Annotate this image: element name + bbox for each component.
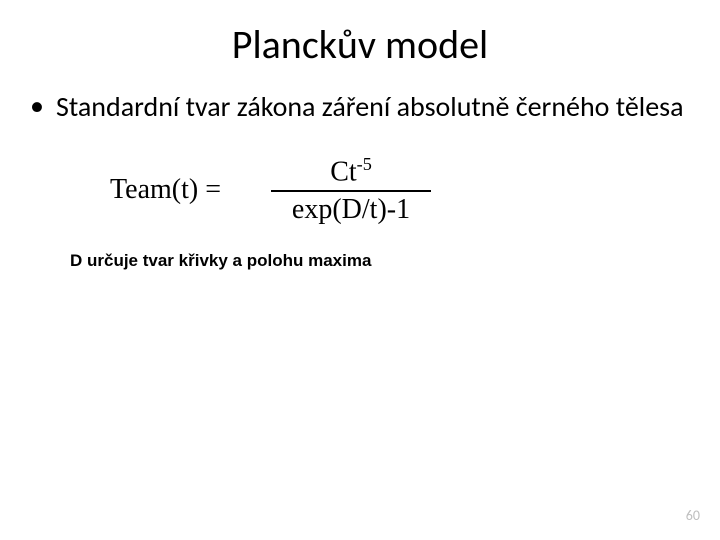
formula-fraction: Ct-5 exp(D/t)-1 bbox=[271, 154, 431, 226]
bullet-marker: • bbox=[30, 89, 44, 123]
numerator-base: Ct bbox=[330, 156, 356, 187]
slide: Planckův model • Standardní tvar zákona … bbox=[0, 0, 720, 540]
page-number: 60 bbox=[686, 507, 700, 524]
bullet-text: Standardní tvar zákona záření absolutně … bbox=[56, 89, 684, 124]
slide-title: Planckův model bbox=[30, 20, 690, 69]
bullet-item: • Standardní tvar zákona záření absolutn… bbox=[30, 89, 690, 124]
formula-lhs: Team(t) = bbox=[110, 174, 221, 206]
formula-denominator: exp(D/t)-1 bbox=[284, 192, 418, 226]
formula: Team(t) = Ct-5 exp(D/t)-1 bbox=[30, 154, 690, 226]
note-text: D určuje tvar křivky a polohu maxima bbox=[70, 251, 690, 271]
numerator-exponent: -5 bbox=[357, 154, 372, 174]
formula-numerator: Ct-5 bbox=[322, 154, 380, 190]
